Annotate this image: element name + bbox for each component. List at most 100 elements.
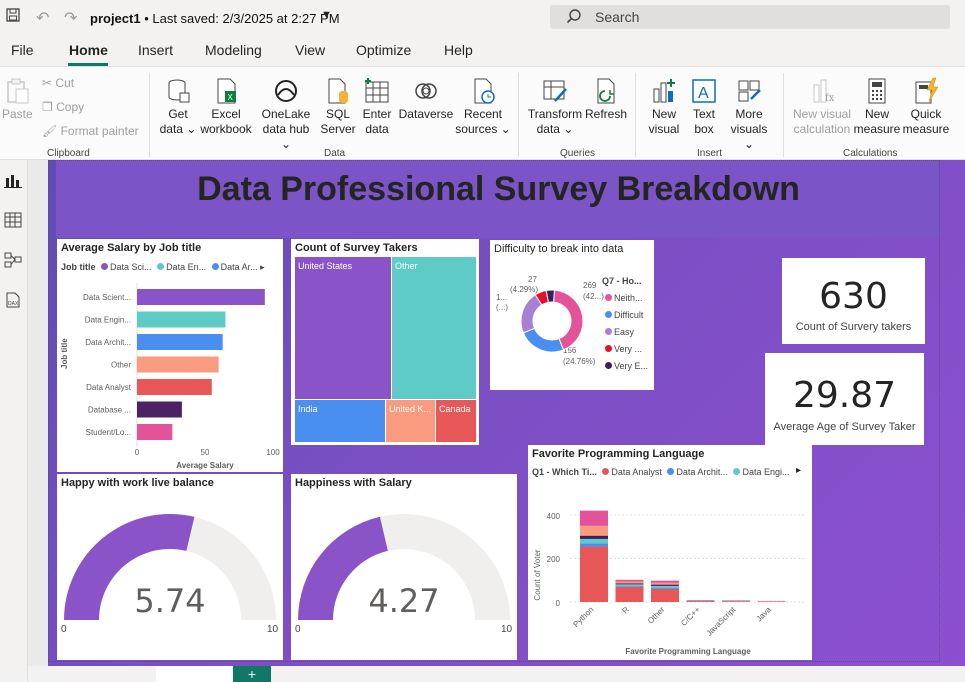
treemap-label: United States bbox=[298, 261, 353, 271]
save-icon[interactable] bbox=[6, 8, 20, 27]
bar[interactable] bbox=[137, 289, 265, 305]
get-data-button[interactable]: Get data ⌄ bbox=[158, 77, 198, 137]
sql-server-button[interactable]: SQL Server bbox=[319, 77, 357, 137]
undo-icon[interactable]: ↶ bbox=[36, 10, 50, 27]
enter-data-button[interactable]: Enter data bbox=[359, 77, 395, 137]
bar[interactable] bbox=[137, 356, 219, 373]
salary-happiness-gauge-visual[interactable]: Happiness with Salary 4.27 0 10 bbox=[291, 474, 517, 660]
stacked-bar-segment[interactable] bbox=[722, 601, 750, 602]
treemap-cell-united-kingdom[interactable]: United K... bbox=[386, 400, 435, 442]
legend-item[interactable]: Neith... bbox=[614, 293, 643, 303]
donut-slice[interactable] bbox=[545, 289, 556, 303]
treemap-cell-india[interactable]: India bbox=[295, 400, 385, 442]
avg-salary-visual[interactable]: Average Salary by Job title Job title Da… bbox=[57, 239, 283, 472]
legend-item[interactable]: Easy bbox=[614, 327, 635, 337]
table-view-icon[interactable] bbox=[4, 212, 22, 228]
bar[interactable] bbox=[137, 401, 182, 418]
menu-view[interactable]: View bbox=[295, 42, 326, 58]
recent-sources-button[interactable]: Recent sources ⌄ bbox=[455, 77, 511, 137]
stacked-bar-segment[interactable] bbox=[615, 579, 644, 582]
stacked-bar-segment[interactable] bbox=[580, 543, 608, 547]
legend-next-arrow[interactable]: ▸ bbox=[260, 262, 265, 272]
stacked-bar-segment[interactable] bbox=[651, 588, 679, 602]
new-visual-button[interactable]: New visual bbox=[644, 77, 684, 137]
paste-button[interactable]: Paste bbox=[2, 77, 33, 122]
bar[interactable] bbox=[137, 311, 226, 328]
get-data-label-1: Get bbox=[168, 107, 188, 121]
legend-item[interactable]: Data Engi... bbox=[742, 467, 790, 477]
more-visuals-button[interactable]: More visuals ⌄ bbox=[724, 77, 774, 152]
treemap-cell-united-states[interactable]: United States bbox=[295, 257, 391, 399]
add-page-button[interactable]: + bbox=[233, 666, 271, 682]
redo-icon[interactable]: ↷ bbox=[64, 10, 78, 27]
transform-data-button[interactable]: Transform data ⌄ bbox=[526, 77, 584, 137]
y-axis-title: Job title bbox=[60, 338, 69, 369]
menu-file[interactable]: File bbox=[11, 42, 34, 58]
chevron-down-icon[interactable]: ▼ bbox=[321, 9, 332, 21]
quick-measure-button[interactable]: Quick measure bbox=[902, 77, 950, 137]
excel-workbook-button[interactable]: X Excel workbook bbox=[198, 77, 254, 137]
stacked-bar-segment[interactable] bbox=[651, 580, 679, 583]
legend-item[interactable]: Data En... bbox=[166, 262, 207, 272]
stacked-bar-segment[interactable] bbox=[580, 510, 608, 526]
legend-next-arrow[interactable]: ▸ bbox=[796, 465, 802, 476]
new-measure-label-2: measure bbox=[853, 122, 901, 136]
stacked-bar-segment[interactable] bbox=[615, 585, 644, 587]
menu-home[interactable]: Home bbox=[69, 42, 108, 58]
search-box[interactable]: Search bbox=[550, 5, 950, 29]
stacked-bar-segment[interactable] bbox=[580, 538, 608, 544]
stacked-bar-segment[interactable] bbox=[580, 546, 608, 602]
prog-lang-visual[interactable]: Favorite Programming Language Q1 - Which… bbox=[528, 445, 812, 660]
model-view-icon[interactable] bbox=[4, 252, 22, 268]
stacked-bar-segment[interactable] bbox=[651, 587, 679, 589]
y-tick: Data Analyst bbox=[86, 383, 132, 392]
stacked-bar-segment[interactable] bbox=[651, 585, 679, 588]
donut-slice[interactable] bbox=[522, 327, 565, 353]
bar[interactable] bbox=[137, 334, 223, 350]
legend-item[interactable]: Data Archit... bbox=[676, 467, 728, 477]
stacked-bar-segment[interactable] bbox=[615, 584, 644, 586]
onelake-button[interactable]: OneLake data hub ⌄ bbox=[256, 77, 316, 152]
dax-query-view-icon[interactable]: DAX bbox=[4, 292, 22, 308]
treemap-label: Canada bbox=[439, 404, 471, 414]
menu-optimize[interactable]: Optimize bbox=[356, 42, 412, 58]
legend-item[interactable]: Data Ar... bbox=[220, 262, 258, 272]
stacked-bar-segment[interactable] bbox=[580, 525, 608, 536]
survey-count-card[interactable]: 630 Count of Survery takers bbox=[782, 258, 925, 344]
legend-item[interactable]: Difficult bbox=[614, 310, 644, 320]
new-visual-calculation-button[interactable]: fx New visual calculation bbox=[790, 77, 854, 137]
text-box-button[interactable]: A Text box bbox=[686, 77, 722, 137]
menu-insert[interactable]: Insert bbox=[138, 42, 174, 58]
stacked-bar-segment[interactable] bbox=[580, 535, 608, 539]
page-tab[interactable] bbox=[156, 666, 232, 682]
report-view-icon[interactable] bbox=[4, 172, 22, 188]
average-age-card[interactable]: 29.87 Average Age of Survey Taker bbox=[765, 353, 924, 445]
format-painter-label: Format painter bbox=[60, 124, 139, 138]
stacked-bar-segment[interactable] bbox=[651, 584, 679, 586]
legend-item[interactable]: Very ... bbox=[614, 344, 643, 354]
treemap-cell-canada[interactable]: Canada bbox=[436, 400, 476, 442]
recent-label-1: Recent bbox=[463, 107, 503, 121]
stacked-bar-segment[interactable] bbox=[615, 586, 644, 602]
cut-button[interactable]: ✂ Cut bbox=[42, 76, 74, 90]
treemap-cell-other[interactable]: Other bbox=[392, 257, 476, 399]
bar[interactable] bbox=[137, 379, 212, 395]
dataverse-button[interactable]: Dataverse bbox=[398, 77, 454, 122]
format-painter-button[interactable]: 🖌 Format painter bbox=[42, 124, 139, 138]
stacked-bar-segment[interactable] bbox=[615, 583, 644, 585]
stacked-bar-segment[interactable] bbox=[651, 582, 679, 585]
legend-item[interactable]: Very E... bbox=[614, 361, 649, 371]
copy-button[interactable]: ❐ Copy bbox=[42, 100, 84, 114]
difficulty-visual[interactable]: Difficulty to break into data 27 (4.29%)… bbox=[490, 240, 654, 390]
refresh-button[interactable]: Refresh bbox=[584, 77, 628, 122]
stacked-bar-segment[interactable] bbox=[686, 601, 715, 602]
bar[interactable] bbox=[137, 424, 173, 440]
survey-takers-visual[interactable]: Count of Survey Takers United States Oth… bbox=[291, 239, 479, 445]
work-life-gauge-visual[interactable]: Happy with work live balance 5.74 0 10 bbox=[57, 474, 283, 660]
legend-item[interactable]: Data Analyst bbox=[611, 467, 662, 477]
new-measure-button[interactable]: New measure bbox=[853, 77, 901, 137]
stacked-bar-segment[interactable] bbox=[615, 581, 644, 584]
menu-help[interactable]: Help bbox=[444, 42, 473, 58]
legend-item[interactable]: Data Sci... bbox=[110, 262, 152, 272]
menu-modeling[interactable]: Modeling bbox=[205, 42, 262, 58]
